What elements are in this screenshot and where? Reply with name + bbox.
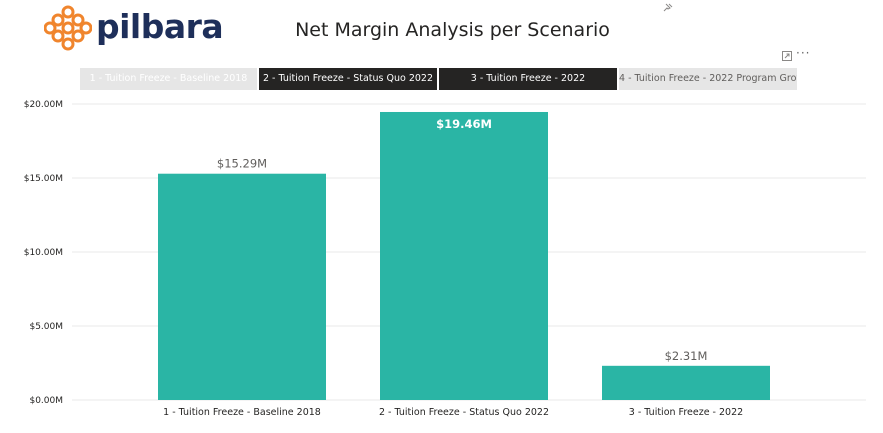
y-tick-label: $20.00M <box>24 100 63 110</box>
pilbara-logo-mark-icon <box>44 5 92 51</box>
more-options-icon[interactable]: ··· <box>796 46 811 60</box>
x-tick-label: 2 - Tuition Freeze - Status Quo 2022 <box>379 407 549 418</box>
scenario-tab-2[interactable]: 2 - Tuition Freeze - Status Quo 2022 <box>259 68 437 90</box>
y-tick-label: $15.00M <box>24 174 63 184</box>
data-label: $2.31M <box>665 349 708 363</box>
y-tick-label: $5.00M <box>29 322 63 332</box>
x-tick-label: 1 - Tuition Freeze - Baseline 2018 <box>163 407 321 418</box>
data-label: $19.46M <box>436 117 492 131</box>
scenario-tab-4[interactable]: 4 - Tuition Freeze - 2022 Program Growth <box>619 68 797 90</box>
pilbara-logo-text: pilbara <box>96 7 224 46</box>
y-tick-label: $0.00M <box>29 396 63 406</box>
bar[interactable] <box>158 173 326 400</box>
bar[interactable] <box>602 365 770 400</box>
scenario-tab-1[interactable]: 1 - Tuition Freeze - Baseline 2018 <box>80 68 257 90</box>
pin-icon[interactable] <box>663 3 673 13</box>
scenario-tab-3[interactable]: 3 - Tuition Freeze - 2022 <box>439 68 617 90</box>
x-tick-label: 3 - Tuition Freeze - 2022 <box>629 407 743 418</box>
bar[interactable] <box>380 111 548 400</box>
pilbara-logo: pilbara <box>44 4 224 54</box>
data-label: $15.29M <box>217 157 267 171</box>
chart-title: Net Margin Analysis per Scenario <box>295 19 610 41</box>
scenario-slicer: 1 - Tuition Freeze - Baseline 2018 2 - T… <box>80 68 797 90</box>
y-tick-label: $10.00M <box>24 248 63 258</box>
focus-mode-icon[interactable] <box>782 51 792 61</box>
